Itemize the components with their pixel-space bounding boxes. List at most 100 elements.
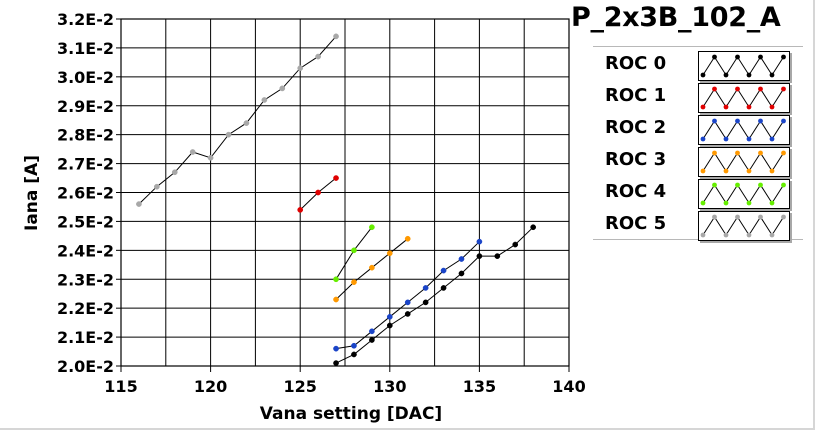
legend-swatch-point xyxy=(700,232,706,238)
x-tick-label: 140 xyxy=(552,377,585,396)
legend-swatch-graphic xyxy=(700,118,786,142)
legend-swatch xyxy=(698,211,790,241)
legend-swatch-point xyxy=(735,150,740,156)
legend-swatch-point xyxy=(769,168,775,174)
data-point xyxy=(351,247,357,254)
data-point xyxy=(243,120,250,126)
data-point xyxy=(369,224,375,231)
legend-swatch-point xyxy=(758,214,763,220)
data-point xyxy=(422,299,429,306)
legend-label: ROC 3 xyxy=(605,149,667,170)
legend-swatch xyxy=(698,147,790,177)
data-point xyxy=(369,337,375,343)
legend: ROC 0 ROC 1 ROC 2 ROC 3 ROC 4 ROC 5 xyxy=(593,46,803,241)
y-tick-label: 3.1E-2 xyxy=(57,39,114,58)
data-point xyxy=(333,345,339,352)
data-point xyxy=(476,238,483,245)
plot-area: 115 120 125 130 135 140 2.0E-2 2.1E-2 2.2E-2 2.3E… xyxy=(22,10,586,424)
data-point xyxy=(494,253,501,259)
legend-swatch-point xyxy=(735,214,740,220)
legend-entry: ROC 5 xyxy=(593,209,803,241)
legend-swatch-graphic xyxy=(700,86,786,110)
y-tick-label: 3.0E-2 xyxy=(57,68,114,87)
data-point xyxy=(440,285,447,291)
legend-swatch-line xyxy=(702,152,784,172)
y-tick-label: 2.4E-2 xyxy=(57,241,114,260)
data-point xyxy=(315,189,321,196)
legend-entry: ROC 1 xyxy=(593,81,803,113)
y-tick-label: 2.8E-2 xyxy=(57,126,114,145)
legend-swatch-point xyxy=(723,104,729,110)
legend-swatch-point xyxy=(769,232,775,238)
data-point xyxy=(369,328,375,335)
legend-swatch-point xyxy=(781,54,786,60)
data-point xyxy=(153,183,160,190)
legend-swatch-graphic xyxy=(700,150,786,174)
data-point xyxy=(404,299,411,306)
y-tick-label: 2.0E-2 xyxy=(57,357,114,376)
legend-swatch-point xyxy=(769,104,775,110)
legend-swatch-point xyxy=(758,86,763,92)
legend-swatch-point xyxy=(735,86,740,92)
data-point xyxy=(333,276,339,283)
legend-swatch-point xyxy=(735,118,740,124)
legend-swatch xyxy=(698,179,790,209)
legend-swatch-point xyxy=(723,200,729,206)
legend-swatch-point xyxy=(758,150,763,156)
data-point xyxy=(297,65,304,72)
legend-swatch xyxy=(698,83,790,113)
x-tick-label: 135 xyxy=(463,377,496,396)
series-roc-5 xyxy=(136,33,339,207)
data-point xyxy=(404,235,411,242)
data-point xyxy=(189,149,196,155)
series-roc-0 xyxy=(333,224,537,366)
legend-swatch-graphic xyxy=(700,182,786,206)
data-point xyxy=(440,267,447,274)
legend-entry: ROC 3 xyxy=(593,145,803,177)
legend-swatch-point xyxy=(723,168,729,174)
y-tick-label: 2.1E-2 xyxy=(57,328,114,347)
legend-swatch-point xyxy=(781,214,786,220)
legend-swatch-point xyxy=(758,182,763,188)
data-point xyxy=(297,207,304,213)
legend-swatch-point xyxy=(781,118,786,124)
y-tick-label: 3.2E-2 xyxy=(57,10,114,29)
legend-label: ROC 5 xyxy=(605,213,667,234)
y-tick-label: 2.7E-2 xyxy=(57,155,114,174)
legend-swatch xyxy=(698,51,790,81)
legend-swatch-point xyxy=(758,118,763,124)
legend-swatch-graphic xyxy=(700,214,786,238)
series-line xyxy=(335,241,480,350)
legend-swatch-point xyxy=(712,182,717,188)
y-tick-label: 2.6E-2 xyxy=(57,184,114,203)
data-point xyxy=(333,175,339,181)
legend-label: ROC 1 xyxy=(605,85,667,106)
data-point xyxy=(369,264,375,271)
legend-label: ROC 0 xyxy=(605,53,667,74)
y-tick-label: 2.2E-2 xyxy=(57,299,114,318)
legend-swatch-line xyxy=(702,88,784,108)
legend-swatch-point xyxy=(746,168,752,174)
data-point xyxy=(261,97,268,103)
legend-swatch-point xyxy=(700,200,706,206)
legend-swatch xyxy=(698,115,790,145)
data-point xyxy=(279,85,286,92)
x-tick-label: 115 xyxy=(104,377,137,396)
legend-swatch-point xyxy=(769,136,775,142)
data-point xyxy=(333,360,339,366)
x-tick-label: 125 xyxy=(283,377,316,396)
data-point xyxy=(225,131,232,138)
legend-swatch-point xyxy=(781,150,786,156)
legend-label: ROC 4 xyxy=(605,181,667,202)
x-tick-label: 130 xyxy=(373,377,406,396)
data-point xyxy=(458,256,465,262)
series-line xyxy=(138,36,337,205)
data-point xyxy=(171,169,178,176)
series-roc-2 xyxy=(333,238,483,352)
legend-swatch-line xyxy=(702,216,784,236)
legend-swatch-graphic xyxy=(700,54,786,78)
legend-swatch-point xyxy=(700,104,706,110)
legend-swatch-point xyxy=(700,72,706,78)
legend-swatch-point xyxy=(746,72,752,78)
